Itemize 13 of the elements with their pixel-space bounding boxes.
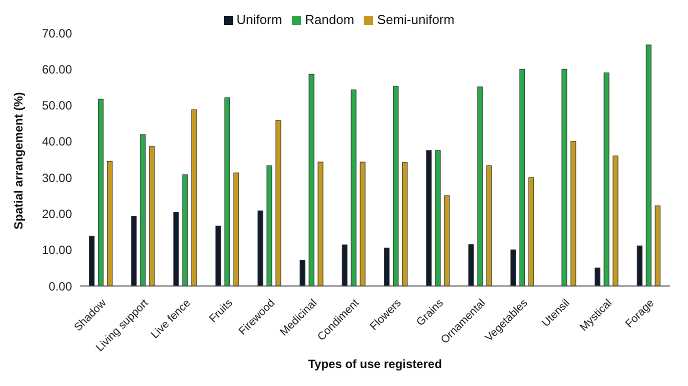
legend-label: Random [305,12,354,27]
x-axis-title: Types of use registered [308,357,442,371]
y-tick-label: 60.00 [42,62,72,76]
y-tick-label: 10.00 [42,243,72,258]
y-tick-label: 40.00 [42,134,72,149]
y-tick-label: 50.00 [42,98,72,113]
y-tick-label: 0.00 [48,279,72,294]
y-tick-label: 70.00 [42,26,72,40]
y-tick-label: 30.00 [42,170,72,185]
legend-label: Semi-uniform [377,12,454,27]
legend-label: Uniform [236,12,282,27]
y-tick-label: 20.00 [42,206,72,221]
y-axis-title: Spatial arrangement (%) [11,92,26,230]
